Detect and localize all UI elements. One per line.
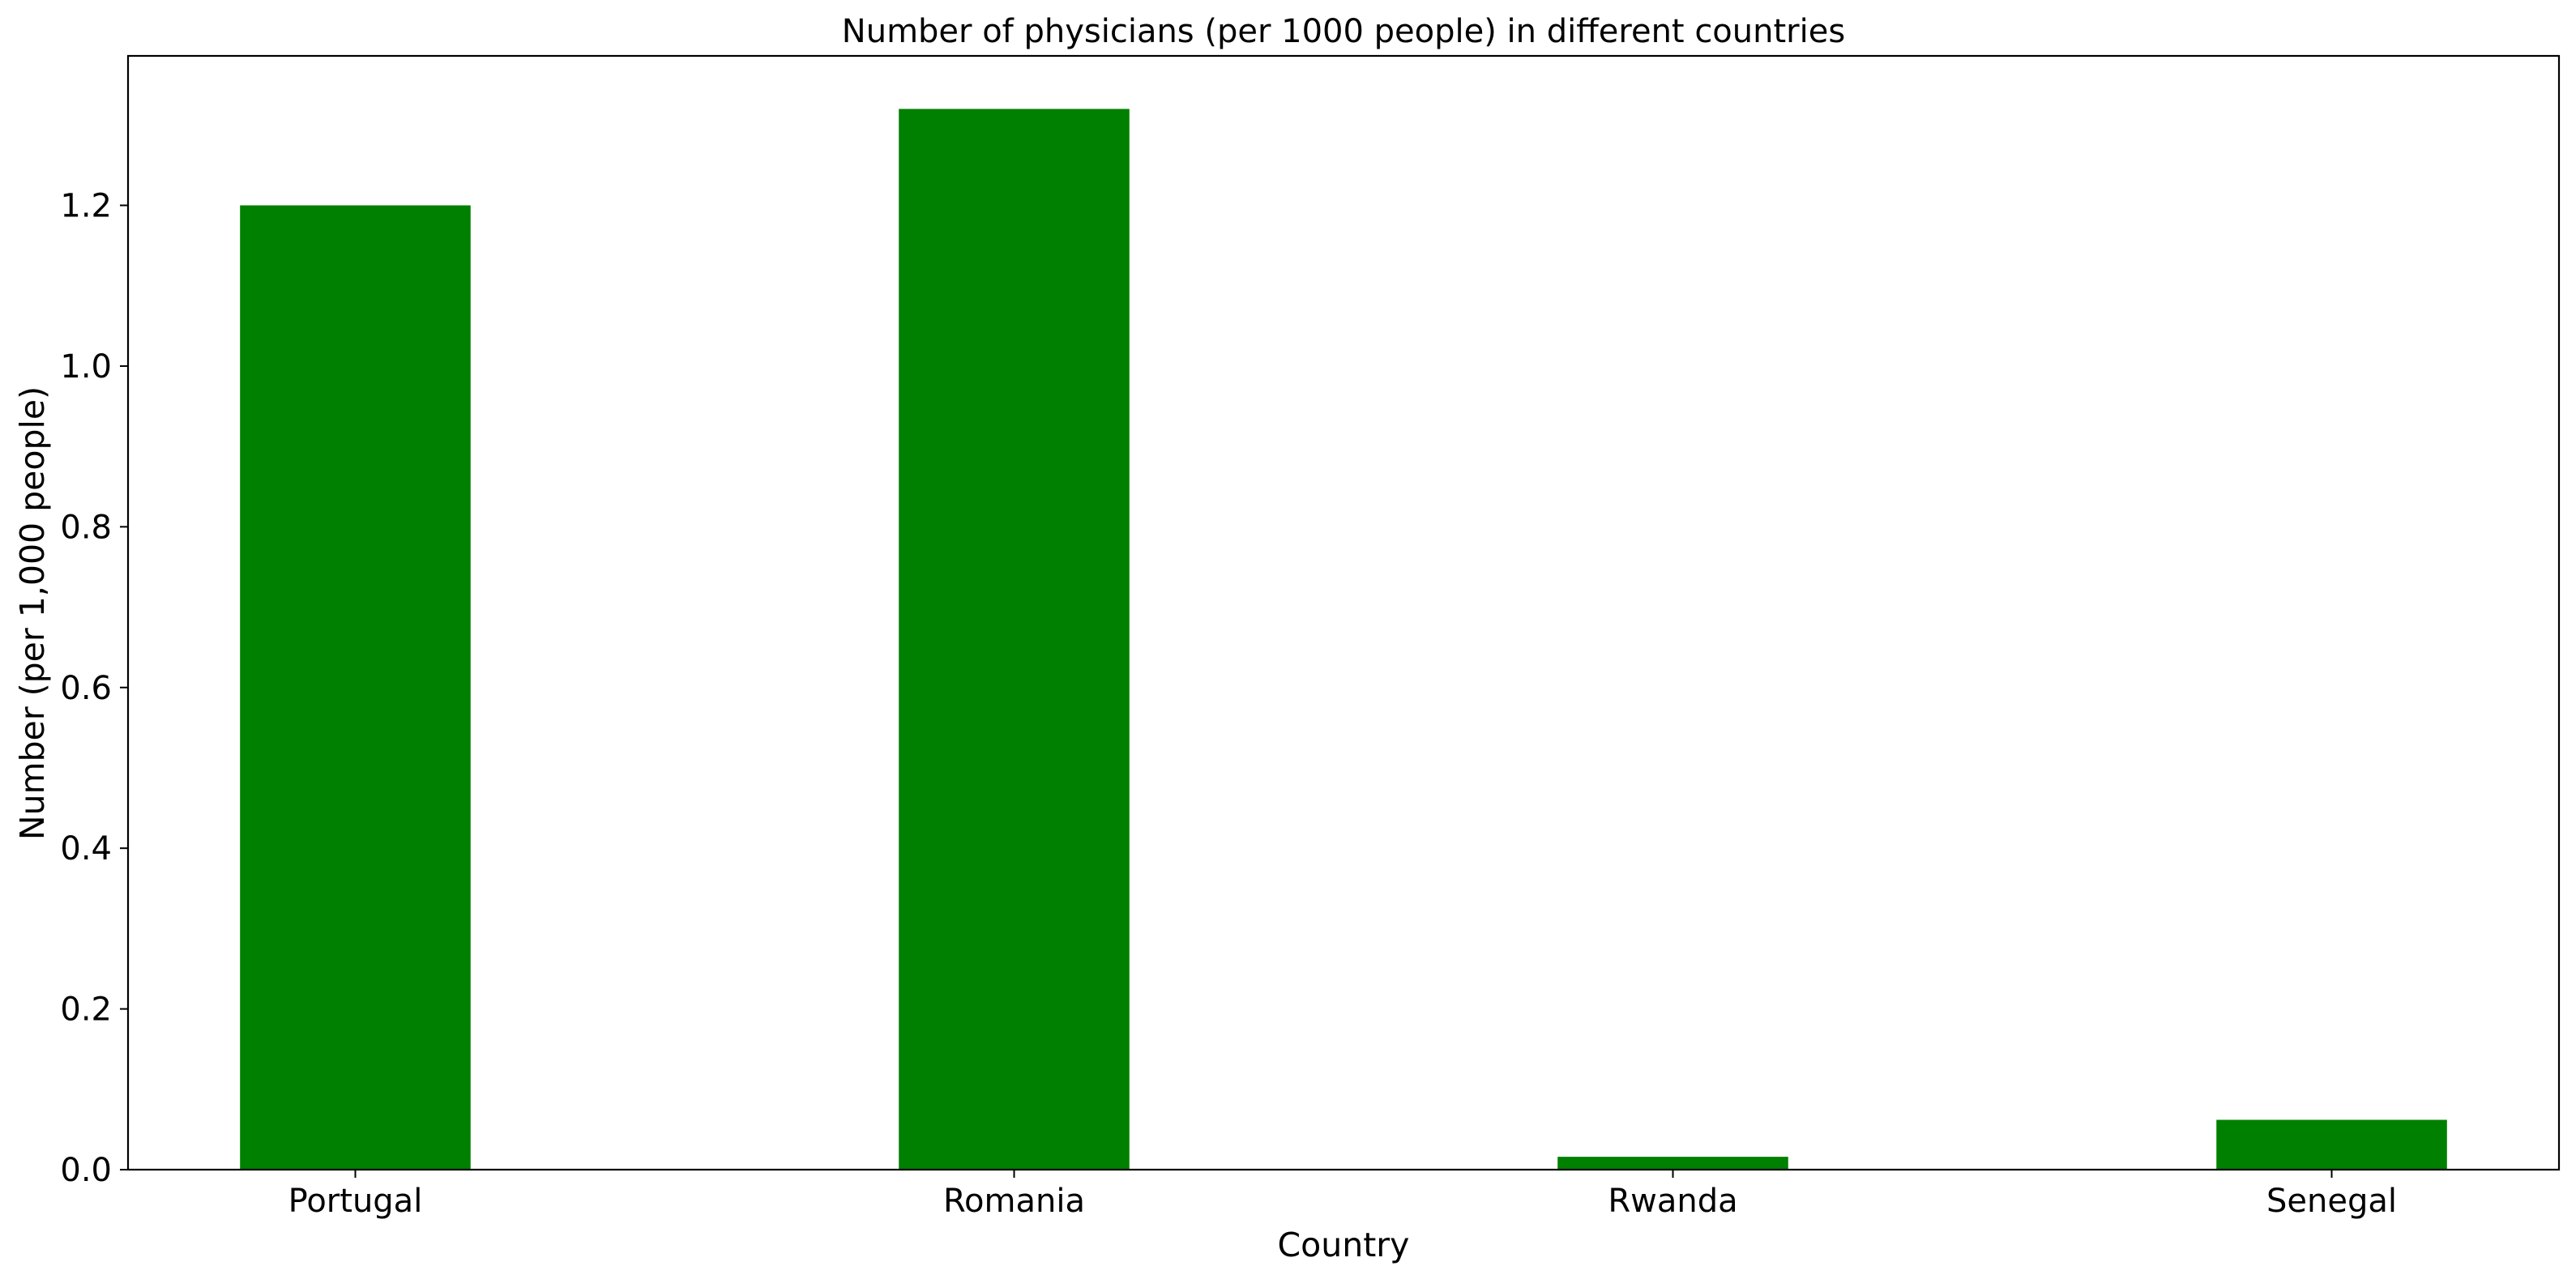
y-tick-label: 0.8 — [60, 509, 112, 546]
x-axis-ticks: Portugal Romania Rwanda Senegal — [288, 1170, 2397, 1220]
y-tick-label: 0.4 — [60, 830, 112, 868]
bars-layer — [240, 109, 2447, 1170]
x-tick-label: Portugal — [288, 1183, 423, 1220]
bar-romania — [899, 109, 1130, 1170]
y-axis-label: Number (per 1,000 people) — [13, 386, 52, 840]
y-tick-label: 1.2 — [60, 188, 112, 225]
chart-title: Number of physicians (per 1000 people) i… — [842, 13, 1845, 50]
bar-senegal — [2216, 1119, 2447, 1170]
y-tick-label: 0.0 — [60, 1152, 112, 1189]
y-axis-ticks: 0.0 0.2 0.4 0.6 0.8 1.0 1.2 — [60, 188, 128, 1189]
plot-frame — [126, 54, 2561, 1171]
y-tick-label: 1.0 — [60, 348, 112, 386]
bar-portugal — [240, 205, 471, 1170]
x-axis-label: Country — [1278, 1226, 1410, 1264]
bar-rwanda — [1557, 1157, 1788, 1170]
x-tick-label: Romania — [943, 1183, 1085, 1220]
y-tick-label: 0.6 — [60, 670, 112, 707]
x-tick-label: Senegal — [2266, 1183, 2397, 1220]
x-tick-label: Rwanda — [1608, 1183, 1737, 1220]
y-tick-label: 0.2 — [60, 991, 112, 1029]
